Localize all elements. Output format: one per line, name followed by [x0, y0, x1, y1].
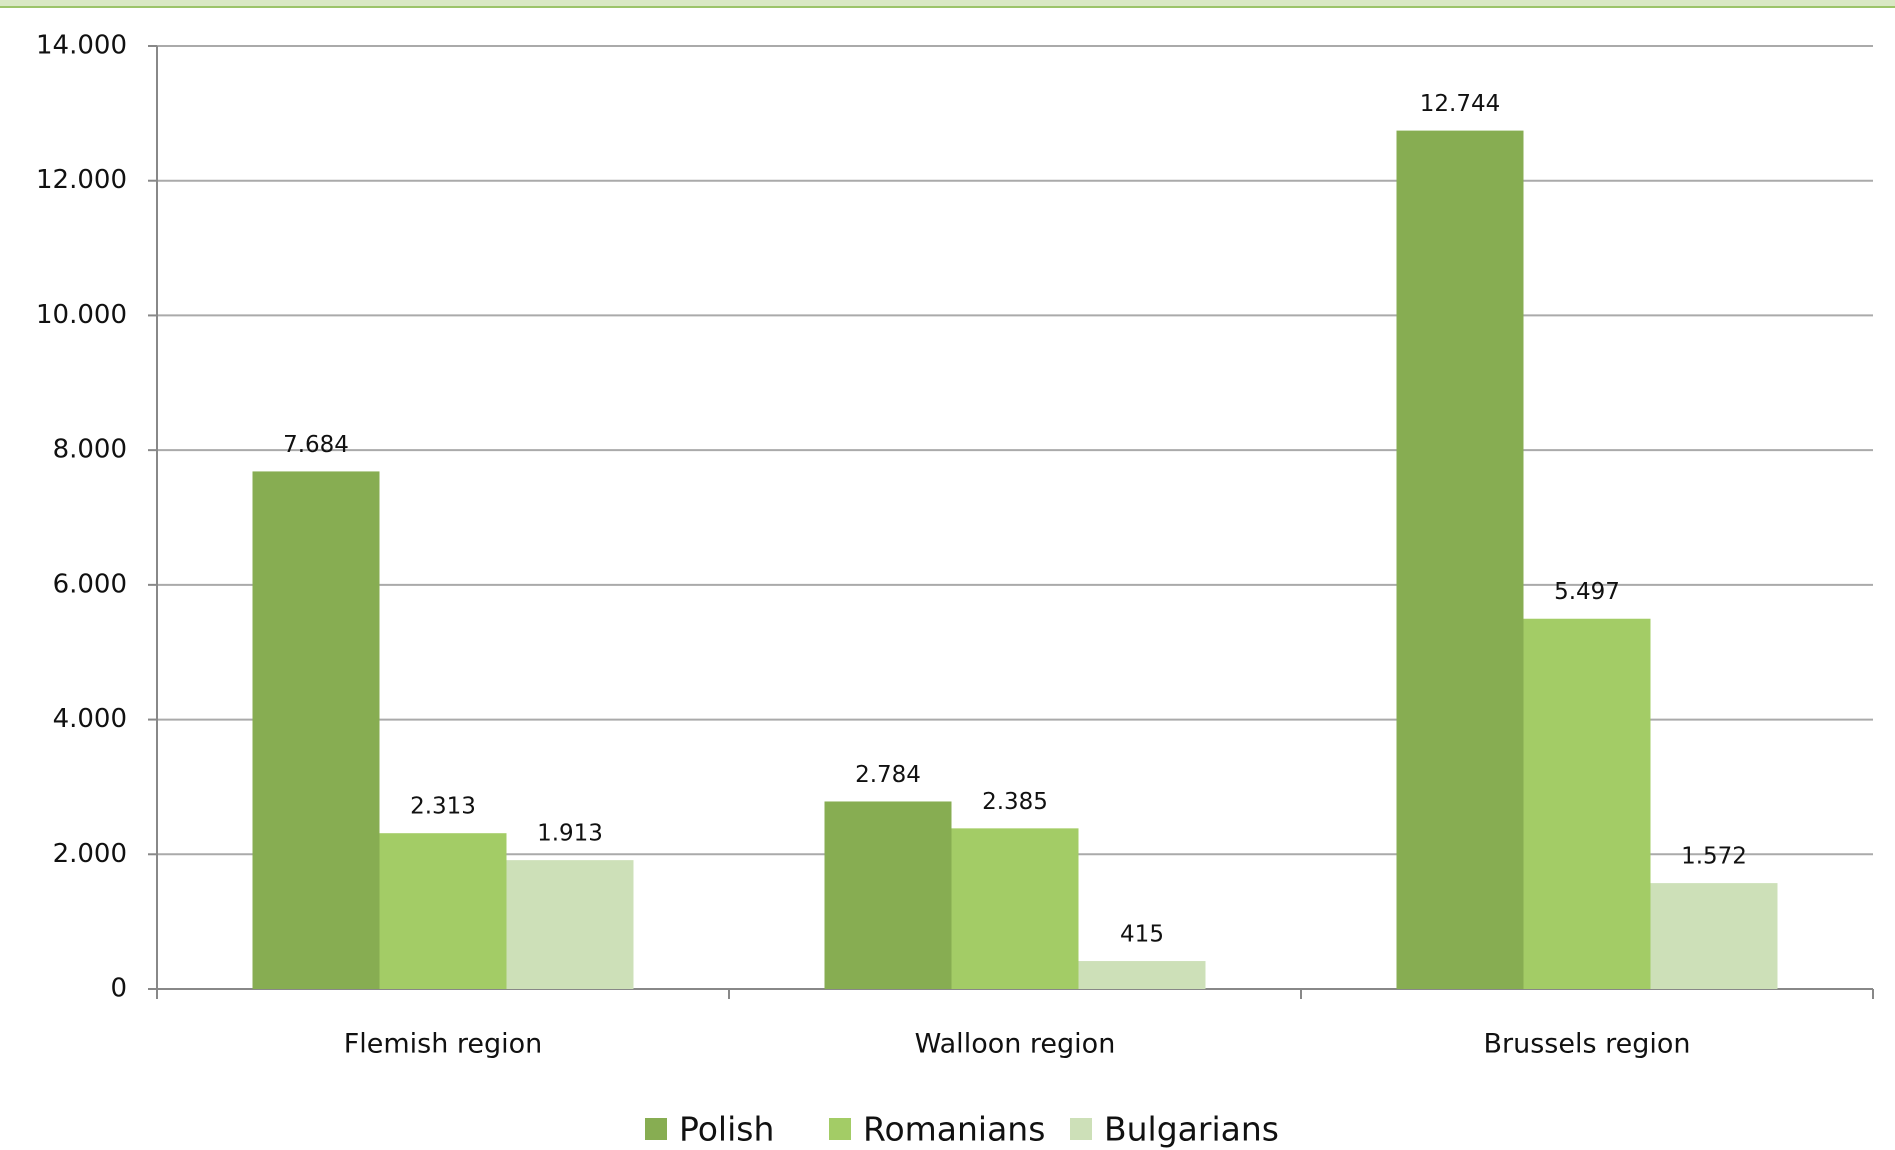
legend-label: Romanians	[863, 1110, 1045, 1149]
y-tick-label: 14.000	[36, 31, 127, 61]
bar	[379, 833, 507, 989]
data-label: 2.784	[855, 762, 921, 788]
x-tick-label: Brussels region	[1483, 1029, 1690, 1060]
top-border	[0, 0, 1895, 7]
bar	[506, 860, 634, 989]
legend-label: Bulgarians	[1104, 1110, 1279, 1149]
x-tick-label: Flemish region	[344, 1029, 543, 1060]
legend-swatch	[1070, 1118, 1092, 1140]
bar	[252, 471, 380, 989]
data-label: 2.313	[410, 794, 476, 820]
bar	[951, 828, 1079, 989]
data-label: 5.497	[1554, 579, 1620, 605]
legend-label: Polish	[679, 1110, 774, 1149]
y-tick-label: 2.000	[53, 839, 127, 869]
data-label: 7.684	[283, 432, 349, 458]
legend-swatch	[645, 1118, 667, 1140]
data-label: 2.385	[982, 789, 1048, 815]
data-label: 1.572	[1681, 844, 1747, 870]
y-tick-label: 0	[110, 974, 127, 1004]
y-tick-label: 8.000	[53, 435, 127, 465]
y-tick-label: 12.000	[36, 165, 127, 195]
legend-swatch	[829, 1118, 851, 1140]
y-tick-label: 4.000	[53, 704, 127, 734]
bar	[1523, 618, 1651, 989]
bar	[1078, 961, 1206, 989]
bar	[1650, 883, 1778, 989]
y-tick-label: 10.000	[36, 300, 127, 330]
y-tick-label: 6.000	[53, 569, 127, 599]
bar	[824, 801, 952, 989]
x-tick-label: Walloon region	[915, 1029, 1116, 1060]
data-label: 12.744	[1420, 91, 1500, 117]
data-label: 415	[1120, 922, 1164, 948]
data-label: 1.913	[537, 821, 603, 847]
bar	[1396, 130, 1524, 989]
